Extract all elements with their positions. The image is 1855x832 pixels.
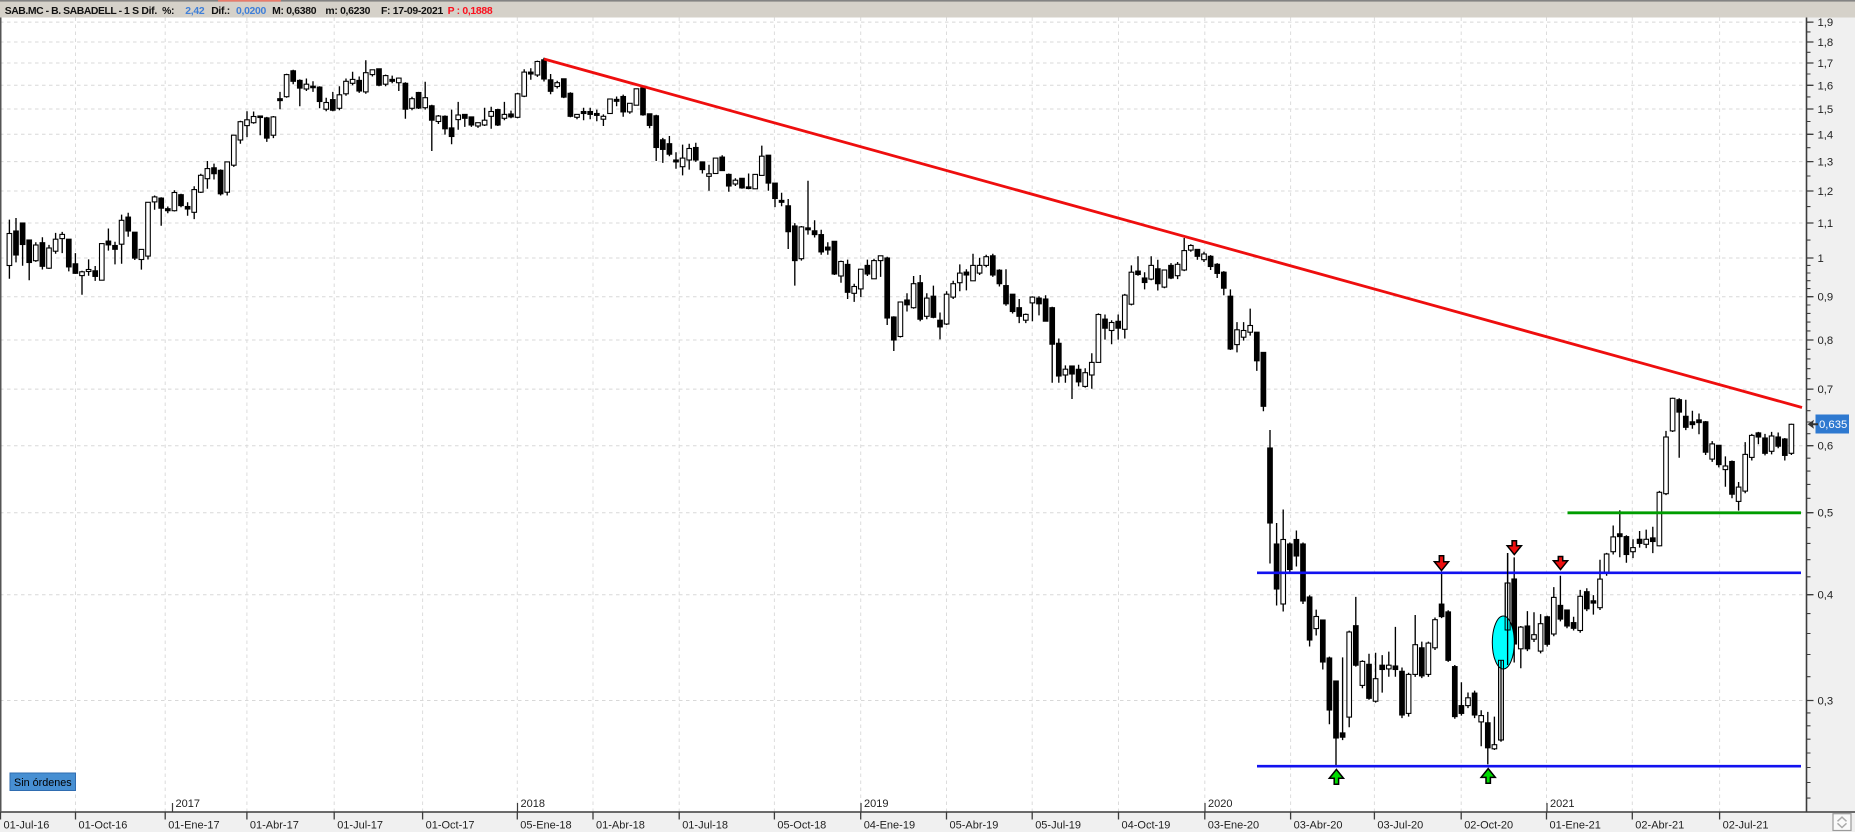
svg-text:05-Ene-18: 05-Ene-18 [520,820,571,832]
svg-text:1,8: 1,8 [1818,37,1834,49]
svg-text:Sin órdenes: Sin órdenes [14,777,72,789]
svg-text:03-Jul-20: 03-Jul-20 [1377,820,1423,832]
svg-text:2020: 2020 [1208,798,1232,810]
svg-text:1,7: 1,7 [1818,58,1834,70]
svg-text:0,9: 0,9 [1818,292,1834,304]
svg-text:05-Abr-19: 05-Abr-19 [950,820,999,832]
svg-text:1,1: 1,1 [1818,218,1834,230]
svg-text:0,3: 0,3 [1818,696,1834,708]
svg-text:2018: 2018 [521,798,545,810]
svg-text:02-Jul-21: 02-Jul-21 [1723,820,1769,832]
svg-text:0,6: 0,6 [1818,441,1834,453]
svg-text:0,635: 0,635 [1819,419,1847,431]
svg-text:02-Abr-21: 02-Abr-21 [1635,820,1684,832]
svg-text:01-Abr-18: 01-Abr-18 [596,820,645,832]
svg-text:2017: 2017 [176,798,200,810]
svg-text:01-Ene-21: 01-Ene-21 [1550,820,1601,832]
svg-text:0,7: 0,7 [1818,384,1834,396]
svg-text:0,4: 0,4 [1818,590,1834,602]
svg-text:04-Ene-19: 04-Ene-19 [864,820,915,832]
svg-text:1,2: 1,2 [1818,186,1834,198]
svg-text:03-Ene-20: 03-Ene-20 [1208,820,1259,832]
svg-text:01-Abr-17: 01-Abr-17 [250,820,299,832]
svg-text:01-Oct-17: 01-Oct-17 [426,820,475,832]
svg-text:1,4: 1,4 [1818,129,1834,141]
svg-text:1,9: 1,9 [1818,17,1834,29]
svg-text:01-Ene-17: 01-Ene-17 [168,820,219,832]
svg-text:2019: 2019 [864,798,888,810]
svg-text:1,3: 1,3 [1818,157,1834,169]
svg-text:05-Oct-18: 05-Oct-18 [777,820,826,832]
svg-text:1: 1 [1818,253,1824,265]
svg-text:01-Jul-17: 01-Jul-17 [337,820,383,832]
svg-text:2021: 2021 [1550,798,1574,810]
svg-text:0,8: 0,8 [1818,335,1834,347]
svg-text:02-Oct-20: 02-Oct-20 [1464,820,1513,832]
svg-text:03-Abr-20: 03-Abr-20 [1294,820,1343,832]
svg-text:05-Jul-19: 05-Jul-19 [1035,820,1081,832]
svg-text:1,5: 1,5 [1818,104,1834,116]
svg-text:01-Jul-16: 01-Jul-16 [4,820,50,832]
svg-text:01-Jul-18: 01-Jul-18 [682,820,728,832]
svg-text:0,5: 0,5 [1818,508,1834,520]
svg-text:1,6: 1,6 [1818,80,1834,92]
svg-text:01-Oct-16: 01-Oct-16 [79,820,128,832]
svg-text:04-Oct-19: 04-Oct-19 [1122,820,1171,832]
